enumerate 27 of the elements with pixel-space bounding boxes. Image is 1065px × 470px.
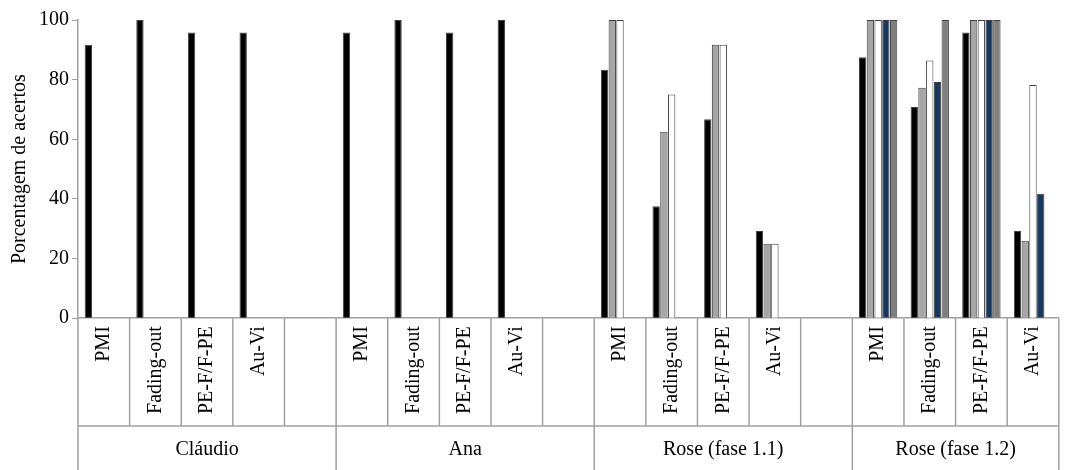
y-tick-label: 100 xyxy=(39,7,69,30)
text: Rose (fase 1.2) xyxy=(895,437,1016,461)
x-tick-label: PE-F/F-PE xyxy=(968,326,991,415)
y-tick-label: 80 xyxy=(49,66,69,89)
text: Cláudio xyxy=(175,437,239,460)
x-tick-label: Au-Vi xyxy=(762,325,785,377)
y-tick-label: 20 xyxy=(49,245,69,268)
x-tick-label: Au-Vi xyxy=(245,325,268,377)
x-tick-label: PE-F/F-PE xyxy=(452,326,475,415)
x-tick-label: PMI xyxy=(865,326,888,362)
y-axis-title: Porcentagem de acertos xyxy=(7,73,31,265)
text: Rose (fase 1.1) xyxy=(663,437,784,461)
x-tick-label: PMI xyxy=(607,326,630,362)
y-tick-label: 60 xyxy=(49,126,69,149)
x-tick-label: PE-F/F-PE xyxy=(710,326,733,415)
text: Ana xyxy=(448,437,482,460)
x-tick-label: Au-Vi xyxy=(1020,325,1043,377)
y-tick-label: 0 xyxy=(59,305,69,328)
x-tick-label: PE-F/F-PE xyxy=(194,326,217,415)
x-tick-label: Au-Vi xyxy=(504,325,527,377)
x-tick-label: Fading-out xyxy=(658,325,682,414)
x-tick-label: PMI xyxy=(91,326,114,362)
x-tick-label: Fading-out xyxy=(142,325,166,414)
y-tick-label: 40 xyxy=(49,186,69,209)
x-tick-label: PMI xyxy=(349,326,372,362)
x-tick-label: Fading-out xyxy=(917,325,941,414)
x-tick-label: Fading-out xyxy=(400,325,424,414)
